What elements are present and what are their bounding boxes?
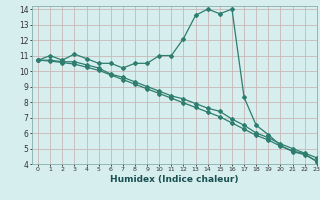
X-axis label: Humidex (Indice chaleur): Humidex (Indice chaleur) xyxy=(110,175,239,184)
